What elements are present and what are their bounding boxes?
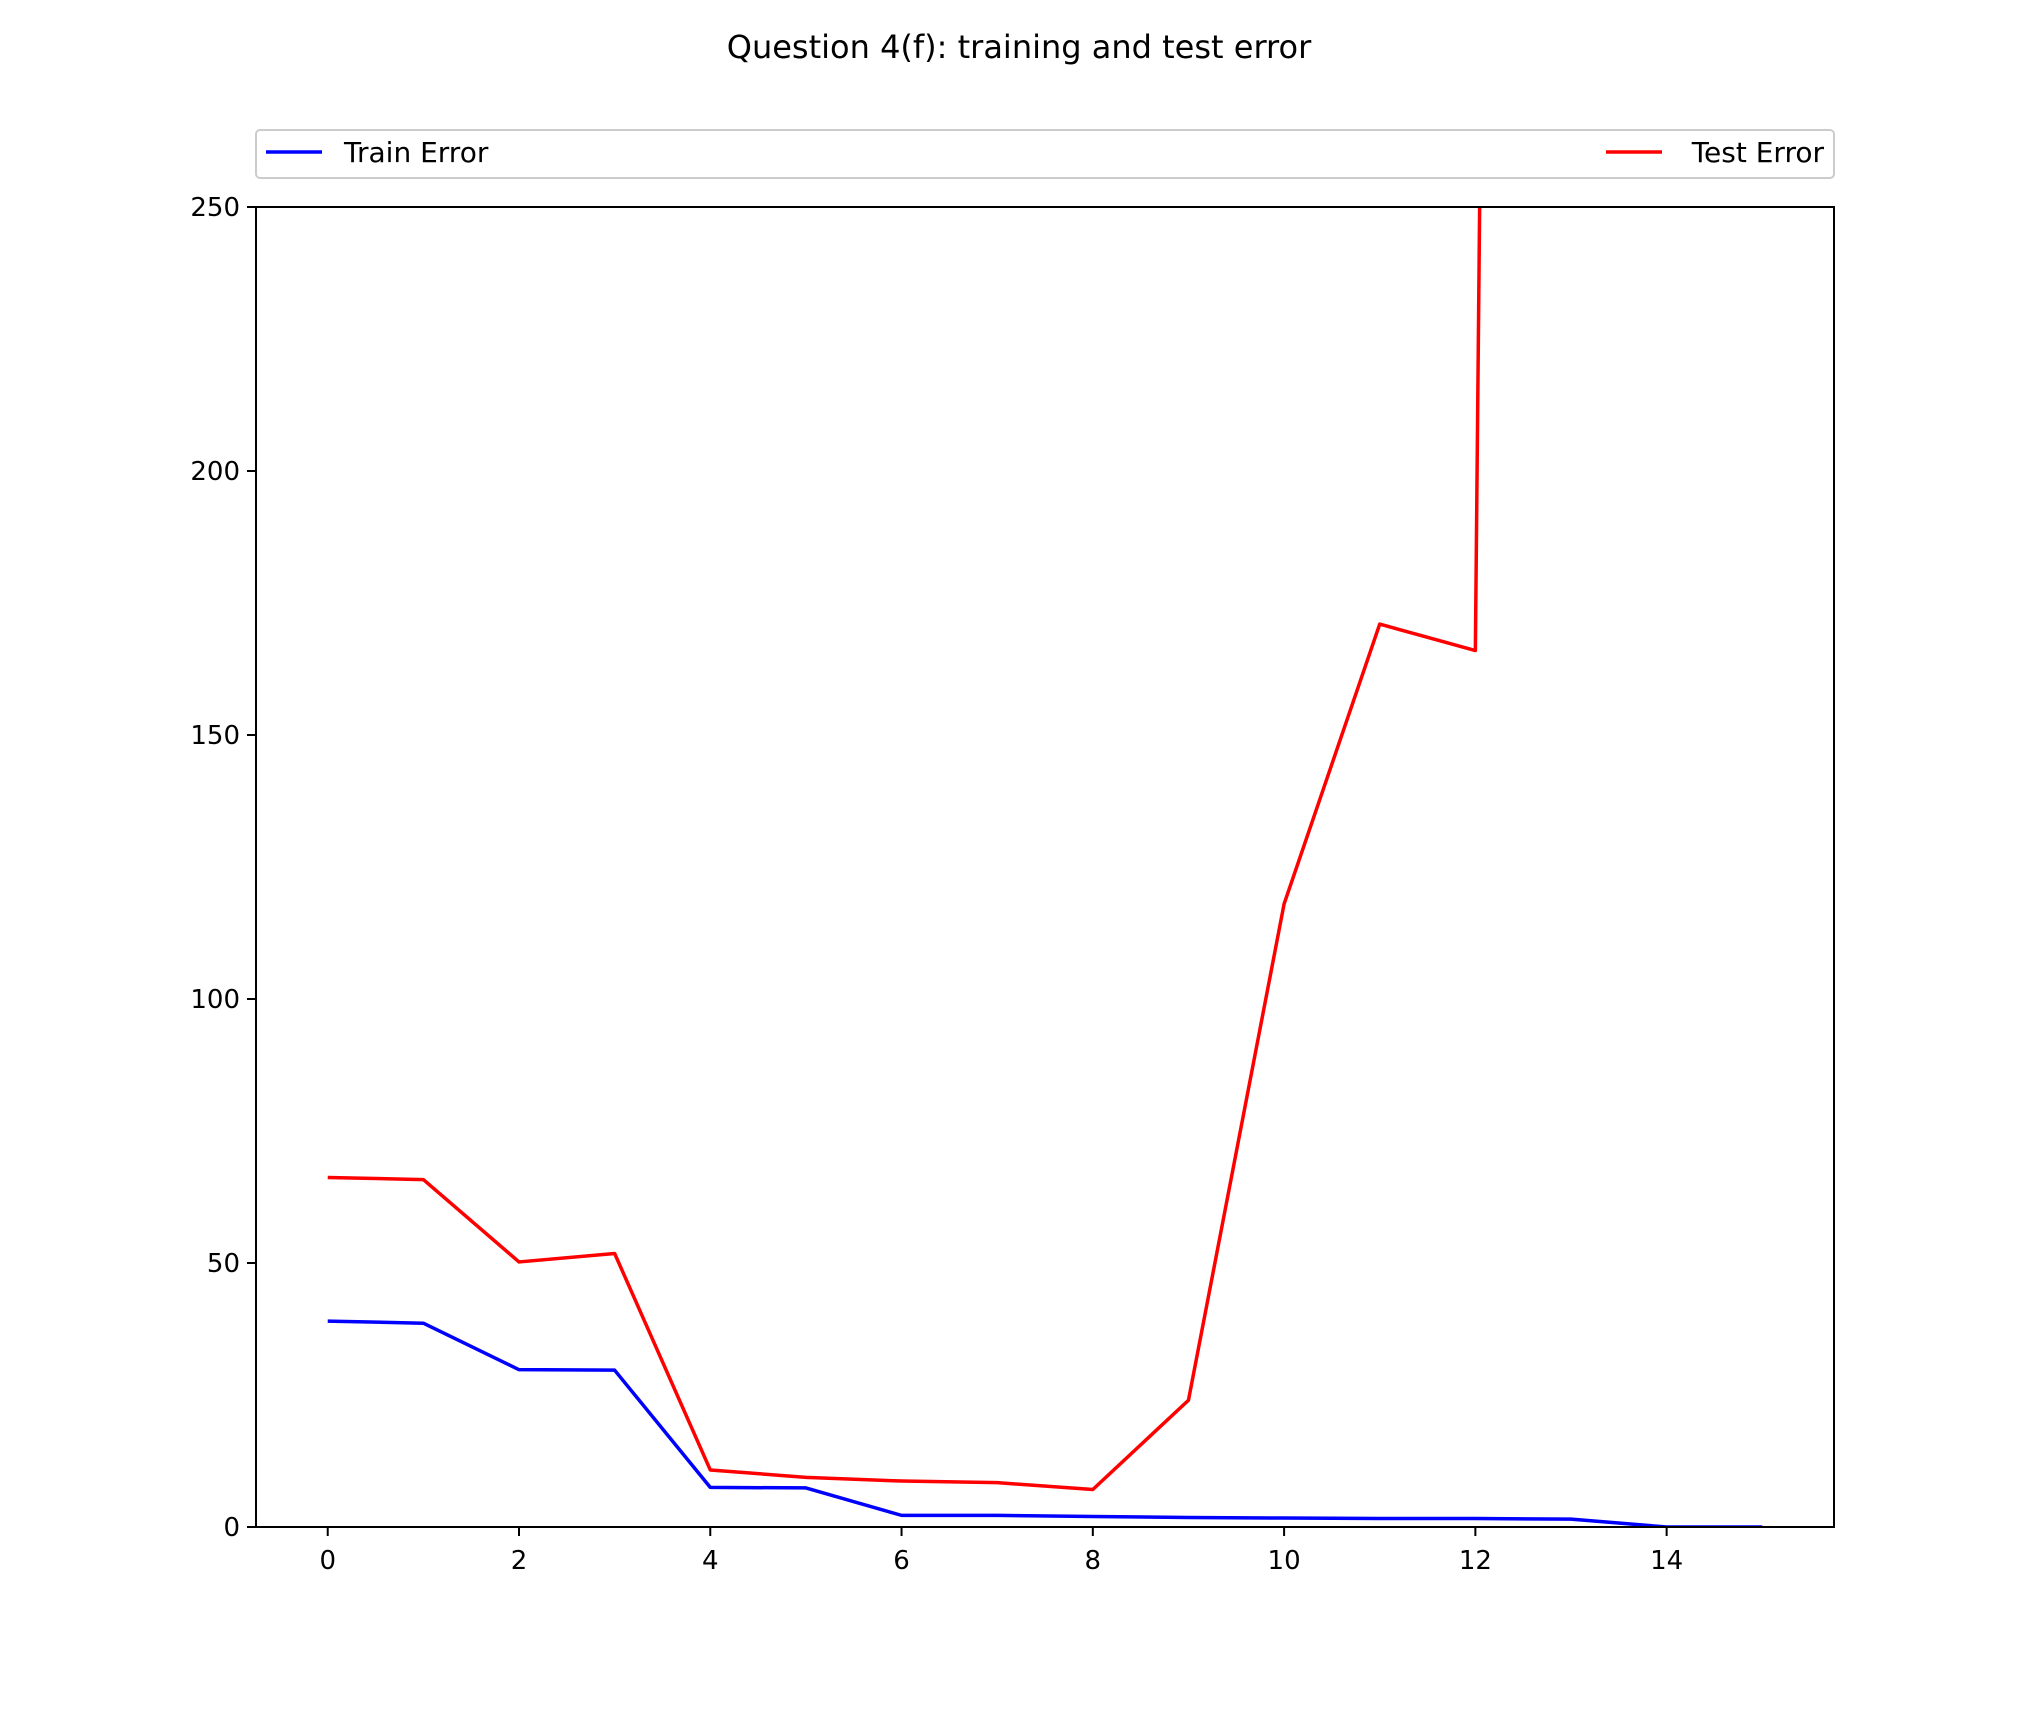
plot-frame [255,206,1835,1528]
y-tick-label-150: 150 [190,721,240,751]
legend-label-test-error: Test Error [1691,136,1825,169]
x-tick-label-4: 4 [702,1546,719,1576]
y-tick-label-250: 250 [190,193,240,223]
chart-title: Question 4(f): training and test error [727,28,1312,66]
y-tick-label-0: 0 [223,1513,240,1543]
x-tick-label-6: 6 [893,1546,910,1576]
legend: Train Error Test Error [255,129,1835,179]
x-tick-label-14: 14 [1650,1546,1683,1576]
y-tick-label-100: 100 [190,985,240,1015]
axes-layer: 0 2 4 6 8 10 12 14 0 50 100 150 200 250 [190,193,1683,1576]
x-tick-label-8: 8 [1085,1546,1102,1576]
series-line-train-error [327,1319,1763,1527]
y-tick-label-50: 50 [207,1249,240,1279]
x-tick-label-0: 0 [319,1546,336,1576]
x-tick-label-2: 2 [511,1546,528,1576]
legend-label-train-error: Train Error [343,136,489,169]
x-tick-label-12: 12 [1459,1546,1492,1576]
legend-frame [255,129,1835,179]
x-tick-label-10: 10 [1268,1546,1301,1576]
series-layer [327,207,1763,1527]
series-line-test-error [327,207,1482,1492]
y-tick-label-200: 200 [190,457,240,487]
